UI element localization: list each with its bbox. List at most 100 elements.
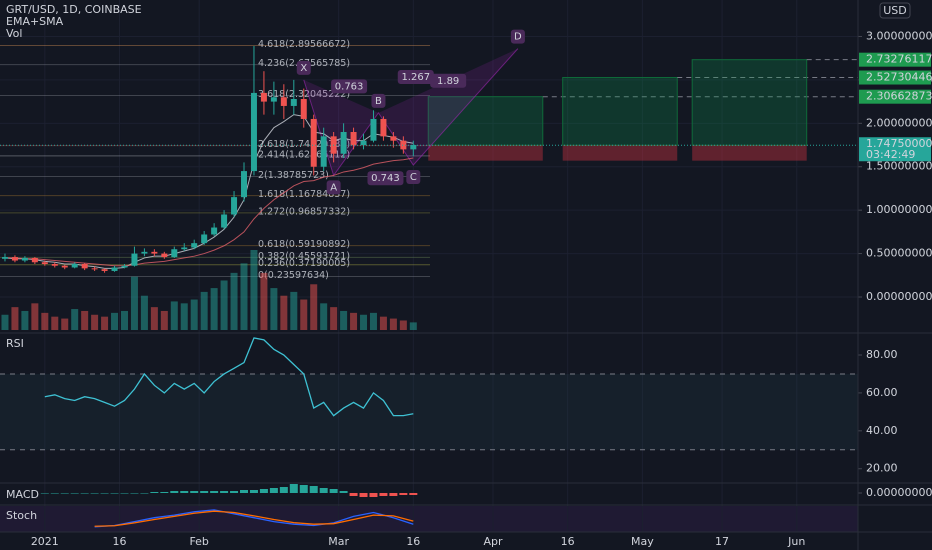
pattern-fill — [378, 48, 518, 166]
volume-bar — [350, 312, 358, 330]
fib-label: 0.618(0.59190892) — [258, 239, 350, 250]
candle-body — [211, 227, 218, 235]
profit-zone — [691, 59, 808, 146]
volume-bar — [290, 291, 298, 330]
histogram-bar — [359, 493, 368, 497]
candle-body — [340, 132, 347, 154]
candle-body — [141, 251, 148, 254]
histogram-bar — [80, 493, 89, 494]
pattern-point-badge — [326, 180, 341, 195]
volume-bar — [409, 322, 417, 330]
histogram-bar — [279, 487, 288, 493]
pattern-point-label: B — [375, 96, 382, 107]
histogram-bar — [409, 493, 418, 495]
volume-bar — [120, 310, 128, 330]
stoch-band — [0, 506, 858, 532]
volume-bar — [210, 288, 218, 330]
candle-body — [151, 251, 158, 254]
target-badge — [859, 52, 931, 67]
candle-body — [111, 267, 118, 271]
volume-bar — [280, 295, 288, 330]
target-label: 2.52730446 — [866, 71, 932, 84]
fib-label: 2.618(1.74329787) — [258, 139, 350, 150]
price-badge — [859, 137, 931, 162]
pane-title: RSI — [6, 337, 24, 350]
y-tick-label: 0.00000000 — [866, 486, 932, 499]
pattern-point-label: X — [300, 63, 307, 74]
volume-bar — [1, 314, 9, 330]
volume-bar — [330, 307, 338, 330]
volume-bar — [399, 320, 407, 330]
histogram-bar — [369, 493, 378, 497]
volume-bar — [140, 295, 148, 330]
candle-body — [11, 257, 18, 261]
candle-body — [310, 118, 317, 167]
fib-label: 2(1.38785723) — [258, 170, 329, 181]
candle-body — [181, 247, 188, 250]
currency-label[interactable]: USD — [883, 4, 907, 17]
pattern-point-badge — [296, 60, 311, 75]
volume-bar — [310, 284, 318, 330]
pane-title: Stoch — [6, 509, 37, 522]
histogram-bar — [329, 489, 338, 493]
histogram-bar — [240, 490, 249, 493]
volume-bar — [130, 276, 138, 330]
candle-body — [21, 257, 28, 261]
volume-bar — [71, 309, 79, 330]
x-tick-label: 16 — [113, 535, 127, 548]
target-label: 2.30662873 — [866, 90, 932, 103]
volume-bar — [160, 310, 168, 330]
indicator-label: EMA+SMA — [6, 15, 64, 28]
histogram-bar — [230, 491, 239, 493]
candle-body — [360, 140, 367, 146]
x-tick-label: 17 — [715, 535, 729, 548]
y-tick-label: 2.00000000 — [866, 116, 932, 129]
ratio-label: 0.743 — [371, 173, 400, 184]
y-tick-label: 20.00 — [866, 462, 898, 475]
histogram-bar — [160, 492, 169, 493]
candle-body — [260, 92, 267, 102]
histogram-bar — [339, 491, 348, 493]
histogram-bar — [60, 493, 69, 494]
volume-bar — [170, 301, 178, 330]
level-band — [0, 373, 858, 450]
volume-bar — [61, 318, 69, 330]
candle-body — [390, 136, 397, 141]
stop-zone — [428, 145, 543, 161]
volume-bar — [340, 310, 348, 330]
candle-body — [51, 264, 58, 266]
ratio-badge — [367, 171, 404, 186]
volume-bar — [240, 263, 248, 330]
x-tick-label: 16 — [406, 535, 420, 548]
target-badge — [859, 70, 931, 85]
volume-bar — [389, 318, 397, 330]
pattern-point-badge — [406, 170, 421, 184]
candle-body — [250, 92, 257, 172]
volume-bar — [270, 288, 278, 330]
volume-bar — [220, 280, 228, 330]
indicator-line — [44, 337, 414, 417]
candle-body — [231, 197, 238, 215]
indicator-line — [94, 509, 414, 528]
x-tick-label: Mar — [328, 535, 349, 548]
histogram-bar — [259, 489, 268, 493]
fib-label: 1.618(1.16784837) — [258, 189, 350, 200]
x-tick-label: 16 — [561, 535, 575, 548]
x-tick-label: Feb — [189, 535, 208, 548]
y-tick-label: 1.50000000 — [866, 160, 932, 173]
volume-bar — [81, 310, 89, 330]
candle-body — [400, 140, 407, 150]
currency-button[interactable] — [879, 2, 911, 19]
volume-bar — [360, 314, 368, 330]
volume-bar — [11, 307, 19, 330]
candle-body — [191, 243, 198, 248]
ratio-label: 1.89 — [437, 76, 459, 87]
y-tick-label: 0.00000000 — [866, 290, 932, 303]
stop-zone — [692, 145, 807, 161]
histogram-bar — [299, 485, 308, 493]
candle-body — [41, 262, 48, 264]
stop-zone — [562, 145, 678, 161]
volume-bar — [320, 303, 328, 330]
